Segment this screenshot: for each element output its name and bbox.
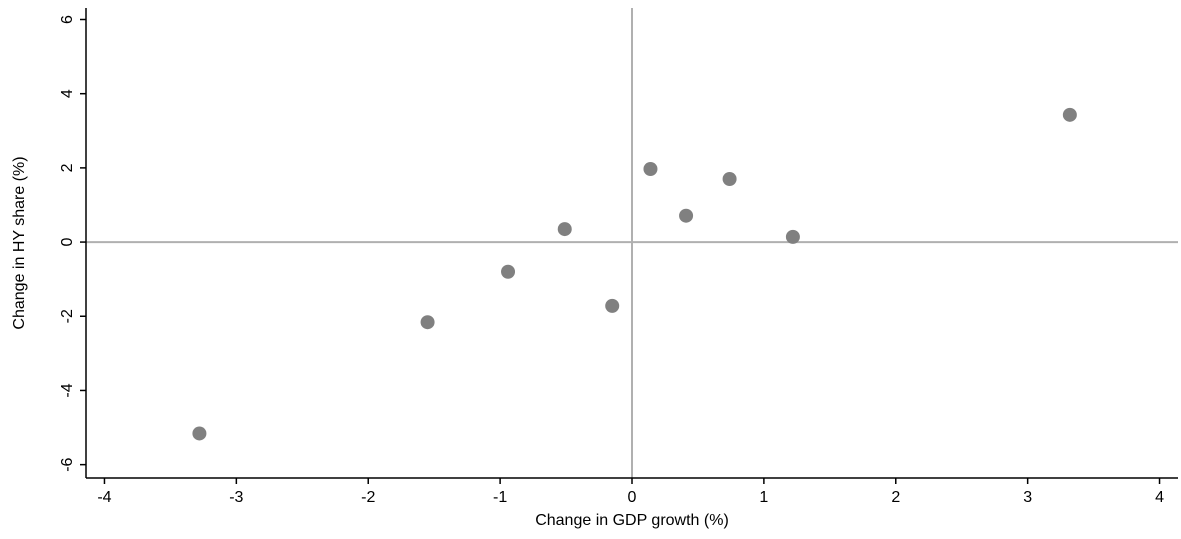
- x-tick-label: -1: [493, 489, 507, 506]
- x-axis-label: Change in GDP growth (%): [535, 512, 729, 529]
- point: [420, 315, 435, 330]
- point: [192, 426, 207, 441]
- y-tick-label: -4: [59, 383, 76, 397]
- x-tick-label: 3: [1023, 489, 1032, 506]
- x-tick-label: -2: [361, 489, 375, 506]
- y-tick-label: 4: [59, 89, 76, 98]
- x-tick-label: -3: [229, 489, 243, 506]
- x-tick-label: 4: [1155, 489, 1164, 506]
- point: [501, 264, 516, 279]
- x-tick-label: 0: [628, 489, 637, 506]
- point: [1062, 107, 1077, 122]
- point: [557, 222, 572, 237]
- x-tick-label: -4: [97, 489, 111, 506]
- y-tick-label: -2: [59, 309, 76, 323]
- point: [679, 208, 694, 223]
- y-tick-label: -6: [59, 457, 76, 471]
- point: [785, 229, 800, 244]
- y-tick-label: 0: [59, 238, 76, 247]
- point: [722, 172, 737, 187]
- point: [605, 298, 620, 313]
- x-tick-label: 2: [891, 489, 900, 506]
- y-tick-label: 6: [59, 15, 76, 24]
- point: [643, 161, 658, 176]
- y-tick-label: 2: [59, 163, 76, 172]
- x-tick-label: 1: [759, 489, 768, 506]
- y-axis-label: Change in HY share (%): [11, 156, 28, 329]
